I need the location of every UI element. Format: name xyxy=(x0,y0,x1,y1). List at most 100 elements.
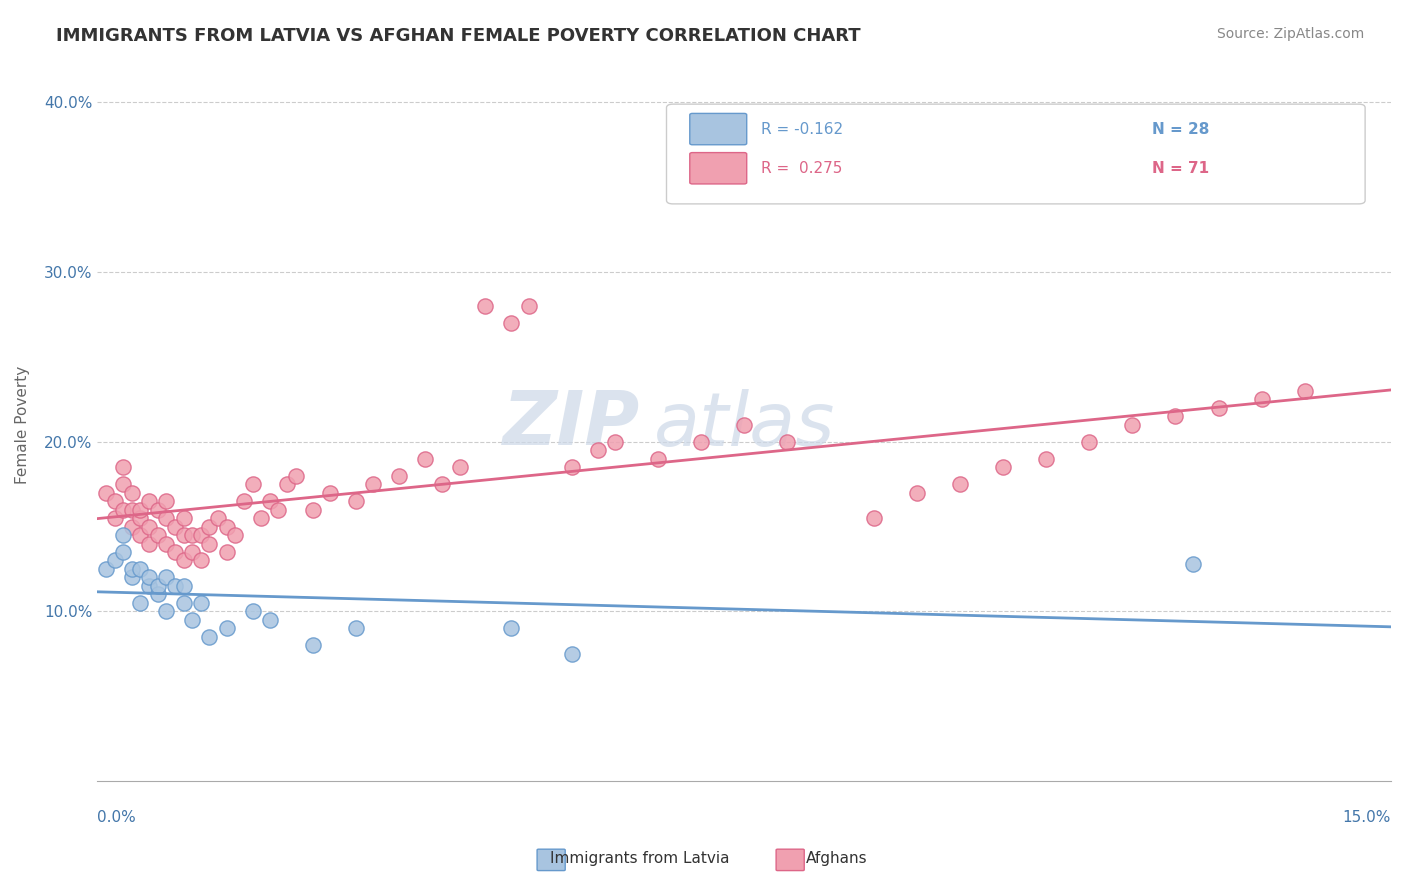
FancyBboxPatch shape xyxy=(690,113,747,145)
Point xyxy=(112,502,135,516)
Point xyxy=(155,536,177,550)
Point xyxy=(432,477,454,491)
Point xyxy=(1250,392,1272,407)
Point xyxy=(224,528,246,542)
Point xyxy=(138,570,160,584)
Point xyxy=(155,494,177,508)
Point xyxy=(112,460,135,475)
Point xyxy=(129,528,152,542)
Point xyxy=(190,553,212,567)
Point xyxy=(173,511,195,525)
Point xyxy=(603,434,626,449)
Point xyxy=(1181,557,1204,571)
Point xyxy=(267,502,290,516)
Point xyxy=(146,502,169,516)
Point xyxy=(155,604,177,618)
Point xyxy=(1164,409,1187,424)
Point xyxy=(276,477,298,491)
Text: IMMIGRANTS FROM LATVIA VS AFGHAN FEMALE POVERTY CORRELATION CHART: IMMIGRANTS FROM LATVIA VS AFGHAN FEMALE … xyxy=(56,27,860,45)
Point xyxy=(190,596,212,610)
Y-axis label: Female Poverty: Female Poverty xyxy=(15,366,30,483)
Point xyxy=(690,434,713,449)
Point xyxy=(302,502,325,516)
Point xyxy=(181,613,204,627)
Point xyxy=(138,494,160,508)
Point xyxy=(776,434,799,449)
Point xyxy=(146,587,169,601)
Text: N = 71: N = 71 xyxy=(1152,161,1209,176)
Point xyxy=(173,579,195,593)
Point xyxy=(207,511,229,525)
Point xyxy=(474,299,496,313)
Point xyxy=(250,511,273,525)
Point xyxy=(413,451,436,466)
FancyBboxPatch shape xyxy=(690,153,747,184)
Text: N = 28: N = 28 xyxy=(1152,121,1209,136)
Point xyxy=(344,621,367,635)
Point xyxy=(561,460,583,475)
Text: 0.0%: 0.0% xyxy=(97,810,136,824)
Point xyxy=(163,579,186,593)
Point xyxy=(319,485,342,500)
Point xyxy=(242,477,264,491)
Point xyxy=(121,502,143,516)
Point xyxy=(361,477,384,491)
Point xyxy=(1078,434,1101,449)
Point xyxy=(198,630,221,644)
Point xyxy=(905,485,928,500)
Text: R = -0.162: R = -0.162 xyxy=(761,121,844,136)
Point xyxy=(259,613,281,627)
Point xyxy=(198,536,221,550)
Point xyxy=(1294,384,1316,398)
Point xyxy=(94,562,117,576)
Point xyxy=(449,460,471,475)
Point xyxy=(344,494,367,508)
Point xyxy=(1208,401,1230,415)
Point xyxy=(517,299,540,313)
Point xyxy=(121,519,143,533)
Point xyxy=(586,443,609,458)
Point xyxy=(501,316,523,330)
Point xyxy=(949,477,972,491)
Point xyxy=(173,528,195,542)
Point xyxy=(138,536,160,550)
Point xyxy=(112,545,135,559)
Point xyxy=(181,528,204,542)
Point xyxy=(198,519,221,533)
Text: Afghans: Afghans xyxy=(806,851,868,865)
Text: R =  0.275: R = 0.275 xyxy=(761,161,842,176)
Point xyxy=(302,638,325,652)
Point xyxy=(138,579,160,593)
Point xyxy=(215,545,238,559)
Point xyxy=(103,494,125,508)
Point xyxy=(121,562,143,576)
Point xyxy=(190,528,212,542)
Point xyxy=(561,647,583,661)
Point xyxy=(94,485,117,500)
Point xyxy=(112,528,135,542)
Point xyxy=(155,570,177,584)
Point xyxy=(501,621,523,635)
Point xyxy=(129,502,152,516)
Point xyxy=(232,494,254,508)
Point xyxy=(862,511,884,525)
FancyBboxPatch shape xyxy=(666,104,1365,204)
Point xyxy=(1121,417,1143,432)
Point xyxy=(146,528,169,542)
Point xyxy=(242,604,264,618)
Text: ZIP: ZIP xyxy=(503,388,641,461)
Point xyxy=(173,553,195,567)
Point xyxy=(129,562,152,576)
Point xyxy=(121,485,143,500)
Point xyxy=(181,545,204,559)
Point xyxy=(991,460,1014,475)
Point xyxy=(163,545,186,559)
Point xyxy=(388,468,411,483)
Point xyxy=(138,519,160,533)
Point xyxy=(129,596,152,610)
Point xyxy=(259,494,281,508)
Text: atlas: atlas xyxy=(654,389,835,461)
Text: Immigrants from Latvia: Immigrants from Latvia xyxy=(550,851,730,865)
Point xyxy=(155,511,177,525)
Point xyxy=(103,553,125,567)
